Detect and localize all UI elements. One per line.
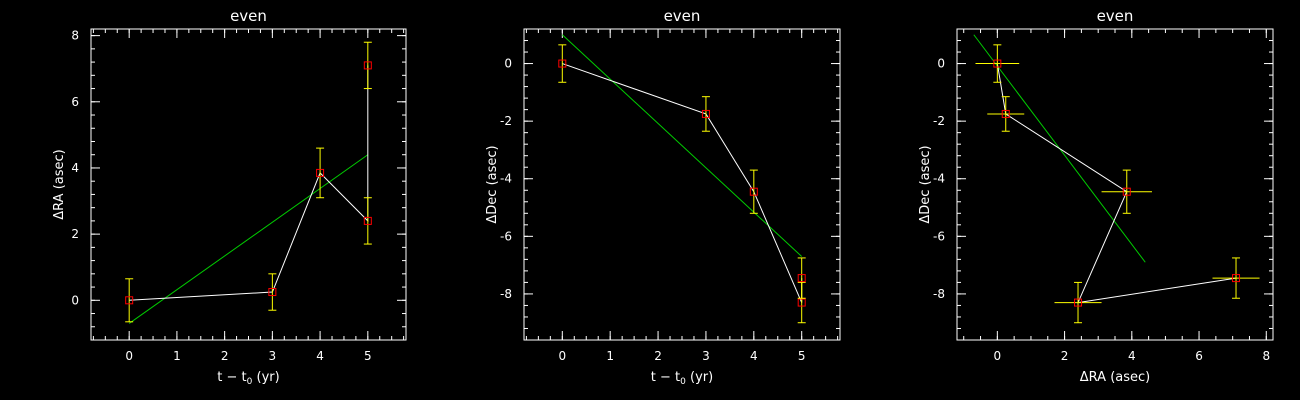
x-tick-label: 6 — [1195, 349, 1203, 363]
data-point — [1001, 109, 1010, 118]
x-tick-label: 5 — [364, 349, 372, 363]
y-axis-label: ΔDec (asec) — [485, 145, 500, 223]
data-point — [1074, 298, 1083, 307]
x-tick-label: 2 — [221, 349, 229, 363]
y-tick-label: -8 — [933, 287, 945, 301]
chart-title: even — [1097, 7, 1134, 25]
y-tick-label: -6 — [933, 229, 945, 243]
fit-line — [561, 34, 803, 257]
x-tick-label: 4 — [1128, 349, 1136, 363]
y-tick-label: 4 — [71, 161, 79, 175]
y-tick-label: -4 — [500, 172, 512, 186]
x-axis-label: ΔRA (asec) — [1080, 370, 1150, 385]
data-point — [558, 59, 567, 68]
x-tick-label: 8 — [1262, 349, 1270, 363]
y-tick-label: 0 — [937, 57, 945, 71]
y-tick-label: -4 — [933, 172, 945, 186]
y-tick-label: -2 — [933, 114, 945, 128]
y-tick-label: -8 — [500, 287, 512, 301]
data-point — [749, 187, 758, 196]
chart-panel-2: even 0 1 2 3 4 5 -8 -6 -4 -2 0 t − t0 (yr) ΔDec (asec… — [485, 7, 841, 387]
data-point — [701, 109, 710, 118]
data-point — [363, 216, 372, 225]
y-tick-label: 6 — [71, 95, 79, 109]
data-point — [993, 59, 1002, 68]
y-tick-label: -6 — [500, 229, 512, 243]
x-tick-label: 3 — [702, 349, 710, 363]
y-axis-label: ΔDec (asec) — [918, 145, 933, 223]
data-point — [363, 61, 372, 70]
x-tick-label: 4 — [750, 349, 758, 363]
data-point — [797, 274, 806, 283]
plot-frame — [523, 28, 841, 341]
x-axis-label: t − t0 (yr) — [217, 370, 279, 387]
x-tick-label: 1 — [173, 349, 181, 363]
y-tick-label: 2 — [71, 227, 79, 241]
x-tick-label: 1 — [606, 349, 614, 363]
x-tick-label: 0 — [558, 349, 566, 363]
x-tick-label: 3 — [269, 349, 277, 363]
x-tick-label: 5 — [798, 349, 806, 363]
data-point — [125, 296, 134, 305]
chart-title: even — [664, 7, 701, 25]
x-tick-label: 4 — [316, 349, 324, 363]
y-tick-label: -2 — [500, 114, 512, 128]
data-point — [797, 298, 806, 307]
x-tick-label: 2 — [1061, 349, 1069, 363]
y-tick-label: 8 — [71, 29, 79, 43]
x-tick-label: 0 — [125, 349, 133, 363]
x-tick-label: 0 — [994, 349, 1002, 363]
x-tick-label: 2 — [654, 349, 662, 363]
chart-panel-3: even 0 2 4 6 8 -8 -6 -4 -2 0 ΔRA (asec) ΔDec (asec) — [918, 7, 1274, 385]
data-point — [1232, 274, 1241, 283]
y-tick-label: 0 — [504, 57, 512, 71]
data-point — [1122, 187, 1131, 196]
connect-line — [562, 63, 803, 303]
data-point — [316, 168, 325, 177]
y-axis-label: ΔRA (asec) — [52, 149, 67, 219]
y-tick-label: 0 — [71, 293, 79, 307]
chart-panel-1: even 0 1 2 3 4 5 0 2 4 6 8 t − t0 (yr) ΔRA (asec) — [52, 7, 407, 387]
connect-line — [996, 63, 1237, 304]
connect-line — [129, 65, 369, 301]
fit-line — [128, 154, 369, 324]
data-point — [268, 288, 277, 297]
x-axis-label: t − t0 (yr) — [651, 370, 713, 387]
chart-title: even — [230, 7, 267, 25]
